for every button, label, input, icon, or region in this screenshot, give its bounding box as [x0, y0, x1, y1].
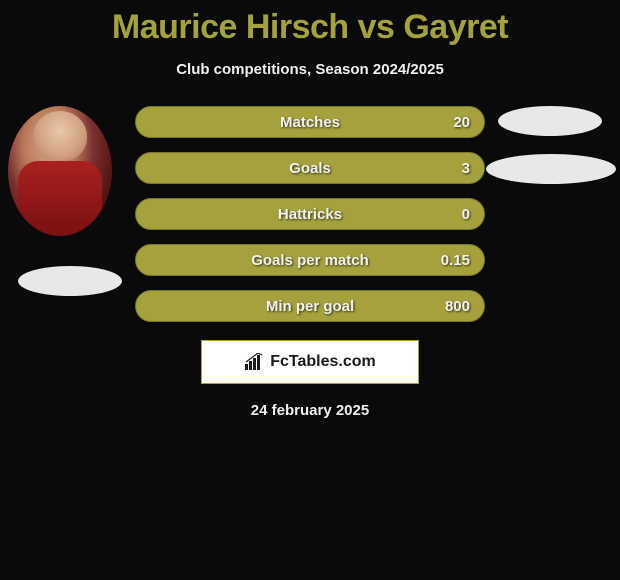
- comparison-area: Matches 20 Goals 3 Hattricks 0 Goals per…: [0, 106, 620, 419]
- stat-value: 0.15: [441, 252, 470, 269]
- stat-label: Hattricks: [278, 206, 342, 223]
- stat-bar-goals: Goals 3: [135, 152, 485, 184]
- subtitle: Club competitions, Season 2024/2025: [0, 61, 620, 78]
- source-logo-text: FcTables.com: [270, 353, 376, 371]
- stat-label: Goals per match: [251, 252, 369, 269]
- stat-bars: Matches 20 Goals 3 Hattricks 0 Goals per…: [135, 106, 485, 322]
- stat-bar-matches: Matches 20: [135, 106, 485, 138]
- stat-value: 20: [453, 114, 470, 131]
- player-right-oval-top: [498, 106, 602, 136]
- player-left-oval: [18, 266, 122, 296]
- stat-bar-min-per-goal: Min per goal 800: [135, 290, 485, 322]
- player-left-avatar: [8, 106, 112, 236]
- stat-label: Goals: [289, 160, 331, 177]
- date-label: 24 february 2025: [0, 402, 620, 419]
- source-logo: FcTables.com: [201, 340, 419, 384]
- stat-value: 3: [462, 160, 470, 177]
- stat-value: 0: [462, 206, 470, 223]
- stat-label: Matches: [280, 114, 340, 131]
- stat-label: Min per goal: [266, 298, 354, 315]
- bar-chart-icon: [244, 353, 264, 371]
- stat-value: 800: [445, 298, 470, 315]
- stat-bar-goals-per-match: Goals per match 0.15: [135, 244, 485, 276]
- player-right-oval-mid: [486, 154, 616, 184]
- stat-bar-hattricks: Hattricks 0: [135, 198, 485, 230]
- page-title: Maurice Hirsch vs Gayret: [0, 0, 620, 47]
